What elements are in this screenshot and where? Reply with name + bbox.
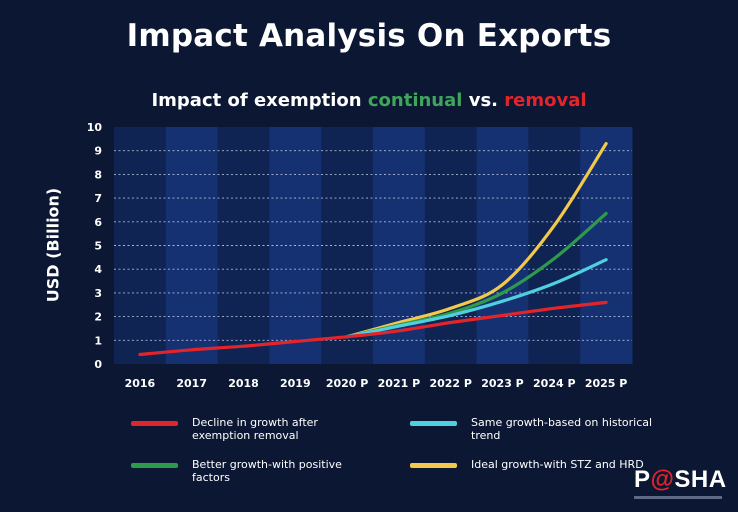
x-tick-label: 2019 [280, 377, 311, 390]
x-tick-label: 2017 [176, 377, 207, 390]
subtitle-prefix: Impact of exemption [151, 90, 368, 111]
y-tick-label: 6 [94, 216, 102, 229]
legend-label-better: Better growth-with positive factors [192, 458, 342, 484]
x-tick-label: 2020 P [326, 377, 369, 390]
x-tick-label: 2016 [125, 377, 156, 390]
line-historical [345, 258, 608, 339]
x-tick-label: 2023 P [481, 377, 524, 390]
y-tick-label: 10 [87, 121, 103, 134]
x-tick-label: 2021 P [378, 377, 421, 390]
legend-label-ideal: Ideal growth-with STZ and HRD [471, 458, 644, 471]
legend-swatch-better [131, 463, 178, 468]
legend-item-decline: Decline in growth after exemption remova… [131, 416, 377, 442]
logo-text-p: P [634, 466, 651, 493]
y-tick-label: 5 [94, 240, 102, 253]
subtitle-continual: continual [367, 90, 463, 111]
plot-band [424, 127, 478, 364]
legend-item-ideal: Ideal growth-with STZ and HRD [410, 458, 656, 471]
plot-band [528, 127, 581, 364]
x-tick-label: 2018 [228, 377, 259, 390]
x-tick-label: 2024 P [533, 377, 576, 390]
pasha-logo: P@SHA [634, 466, 727, 499]
y-tick-label: 4 [94, 263, 102, 276]
y-tick-label: 2 [94, 311, 102, 324]
legend-item-historical: Same growth-based on historical trend [410, 416, 656, 442]
y-tick-label: 9 [94, 145, 102, 158]
x-tick-label: 2022 P [429, 377, 472, 390]
logo-wordmark: P@SHA [634, 466, 727, 494]
y-tick-label: 3 [94, 287, 102, 300]
legend-swatch-ideal [410, 463, 457, 468]
subtitle-vs: vs. [462, 90, 505, 111]
legend-swatch-historical [410, 421, 457, 426]
logo-text-sha: SHA [674, 466, 727, 493]
logo-tagline-bar [634, 496, 722, 499]
y-tick-label: 7 [94, 192, 102, 205]
plot-band [321, 127, 374, 364]
x-tick-label: 2025 P [585, 377, 628, 390]
plot-band [114, 127, 167, 364]
legend-swatch-decline [131, 421, 178, 426]
logo-text-at: @ [650, 466, 675, 493]
line-ideal [345, 142, 608, 339]
y-tick-label: 0 [94, 358, 102, 371]
subtitle-removal: removal [504, 90, 587, 111]
y-tick-label: 1 [94, 334, 102, 347]
chart-subtitle: Impact of exemption continual vs. remova… [0, 90, 738, 111]
legend-label-historical: Same growth-based on historical trend [471, 416, 653, 442]
legend-label-decline: Decline in growth after exemption remova… [192, 416, 318, 442]
legend-item-better: Better growth-with positive factors [131, 458, 377, 484]
page-title: Impact Analysis On Exports [126, 18, 612, 54]
plot-band [217, 127, 270, 364]
y-tick-label: 8 [94, 168, 102, 181]
line-decline [138, 300, 608, 357]
